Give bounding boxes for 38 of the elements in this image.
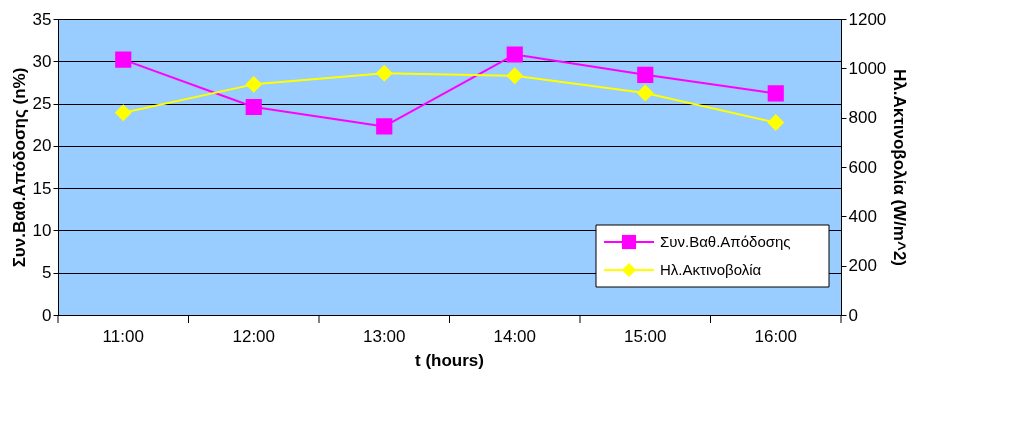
x-tick-label: 11:00 (102, 327, 144, 346)
y2-tick-label: 400 (848, 206, 877, 226)
y2-tick-label: 800 (848, 108, 877, 128)
point (115, 104, 132, 121)
legend-label: Ηλ.Ακτινοβολία (660, 261, 762, 278)
y-tick-label: 30 (32, 51, 52, 71)
point (767, 85, 784, 102)
point (506, 46, 523, 63)
legend-label: Συν.Βαθ.Απόδοσης (660, 233, 791, 250)
y2-tick-label: 200 (848, 256, 877, 276)
point (245, 76, 262, 93)
point (115, 51, 132, 68)
x-tick-label: 15:00 (623, 327, 667, 346)
y-tick-label: 25 (32, 94, 52, 114)
y2-tick-label: 1000 (848, 58, 887, 78)
y-axis-title: Συν.Βαθ.Απόδοσης (n%) (9, 67, 29, 268)
point (637, 66, 654, 83)
y-tick-label: 10 (32, 220, 52, 240)
point (637, 84, 654, 102)
y-tick-label: 35 (32, 9, 52, 29)
y2-tick-label: 0 (848, 305, 858, 325)
y2-tick-label: 600 (848, 157, 877, 177)
x-tick-label: 12:00 (232, 327, 276, 346)
y-tick-label: 5 (42, 263, 52, 283)
y-tick-label: 0 (42, 305, 52, 325)
y-tick-label: 20 (32, 136, 52, 156)
point (376, 118, 393, 135)
x-tick-label: 13:00 (362, 327, 406, 346)
y-tick-label: 15 (32, 178, 52, 198)
point (245, 98, 262, 116)
point (376, 65, 393, 82)
x-axis-title: t (hours) (415, 351, 484, 370)
x-tick-label: 16:00 (754, 327, 798, 346)
point (506, 67, 523, 84)
y2-tick-label: 1200 (848, 9, 887, 29)
x-tick-label: 14:00 (493, 327, 537, 346)
y2-axis-title: Ηλ.Ακτινοβολία (W/m^2) (890, 68, 910, 267)
point (767, 114, 784, 131)
